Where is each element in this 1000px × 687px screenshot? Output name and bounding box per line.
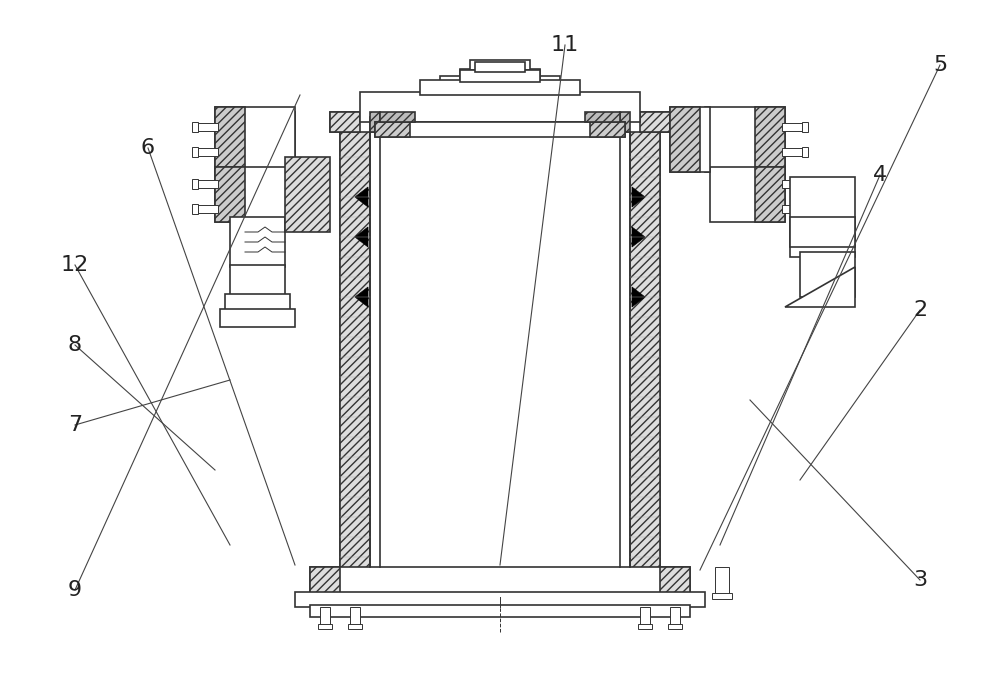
Bar <box>220 309 295 327</box>
Bar <box>802 179 808 189</box>
Polygon shape <box>330 112 360 132</box>
Bar <box>802 204 808 214</box>
Bar <box>782 205 804 213</box>
Bar <box>460 70 540 82</box>
Polygon shape <box>705 112 770 157</box>
Bar <box>192 147 198 157</box>
Polygon shape <box>370 112 380 132</box>
Polygon shape <box>632 227 645 247</box>
Bar <box>192 179 198 189</box>
Polygon shape <box>340 117 370 597</box>
Polygon shape <box>632 187 645 207</box>
Bar <box>215 107 295 172</box>
Polygon shape <box>755 167 785 222</box>
Bar <box>230 217 285 267</box>
Bar <box>310 605 690 617</box>
Text: 9: 9 <box>68 580 82 600</box>
Bar <box>782 180 804 188</box>
Bar <box>192 122 198 132</box>
Text: 5: 5 <box>933 55 947 75</box>
Polygon shape <box>755 107 785 172</box>
Bar <box>225 294 290 312</box>
Bar <box>340 117 660 597</box>
Bar <box>420 80 580 95</box>
Polygon shape <box>355 287 368 307</box>
Text: 2: 2 <box>913 300 927 320</box>
Bar <box>800 252 855 297</box>
Bar <box>350 607 360 627</box>
Polygon shape <box>590 122 625 137</box>
Bar <box>715 567 729 597</box>
Polygon shape <box>355 227 368 247</box>
Bar <box>230 265 285 297</box>
Polygon shape <box>630 117 660 597</box>
Polygon shape <box>310 567 340 597</box>
Bar <box>705 107 785 172</box>
Text: 4: 4 <box>873 165 887 185</box>
Text: 11: 11 <box>551 35 579 55</box>
Text: 7: 7 <box>68 415 82 435</box>
Polygon shape <box>670 107 700 172</box>
Polygon shape <box>375 122 410 137</box>
Bar <box>802 122 808 132</box>
Bar <box>295 592 705 607</box>
Polygon shape <box>620 112 630 132</box>
Text: 8: 8 <box>68 335 82 355</box>
Bar <box>470 60 530 70</box>
Bar <box>710 167 785 222</box>
Bar <box>348 624 362 629</box>
Text: 12: 12 <box>61 255 89 275</box>
Polygon shape <box>380 112 415 122</box>
Polygon shape <box>230 112 295 157</box>
Bar <box>196 123 218 131</box>
Bar <box>318 624 332 629</box>
Polygon shape <box>785 267 855 307</box>
Bar <box>802 147 808 157</box>
Bar <box>782 123 804 131</box>
Bar <box>330 112 670 132</box>
Bar <box>196 205 218 213</box>
Bar <box>712 593 732 599</box>
Bar <box>790 217 855 247</box>
Polygon shape <box>355 187 368 207</box>
Polygon shape <box>640 112 670 132</box>
Bar <box>440 76 560 94</box>
Bar <box>460 69 540 79</box>
Bar <box>196 180 218 188</box>
Polygon shape <box>215 107 245 172</box>
Bar <box>638 624 652 629</box>
Polygon shape <box>285 157 330 232</box>
Bar <box>670 107 710 172</box>
Polygon shape <box>215 167 245 222</box>
Polygon shape <box>632 287 645 307</box>
Bar <box>670 607 680 627</box>
Text: 6: 6 <box>141 138 155 158</box>
Bar <box>640 607 650 627</box>
Bar <box>782 148 804 156</box>
Bar <box>196 148 218 156</box>
Bar <box>790 177 855 257</box>
Text: 3: 3 <box>913 570 927 590</box>
Bar <box>192 204 198 214</box>
Polygon shape <box>585 112 620 122</box>
Bar <box>475 62 525 72</box>
Bar <box>320 607 330 627</box>
Bar <box>375 122 625 137</box>
Polygon shape <box>660 567 690 597</box>
Bar <box>310 567 690 597</box>
Bar <box>360 92 640 122</box>
Bar <box>215 167 290 222</box>
Bar <box>668 624 682 629</box>
